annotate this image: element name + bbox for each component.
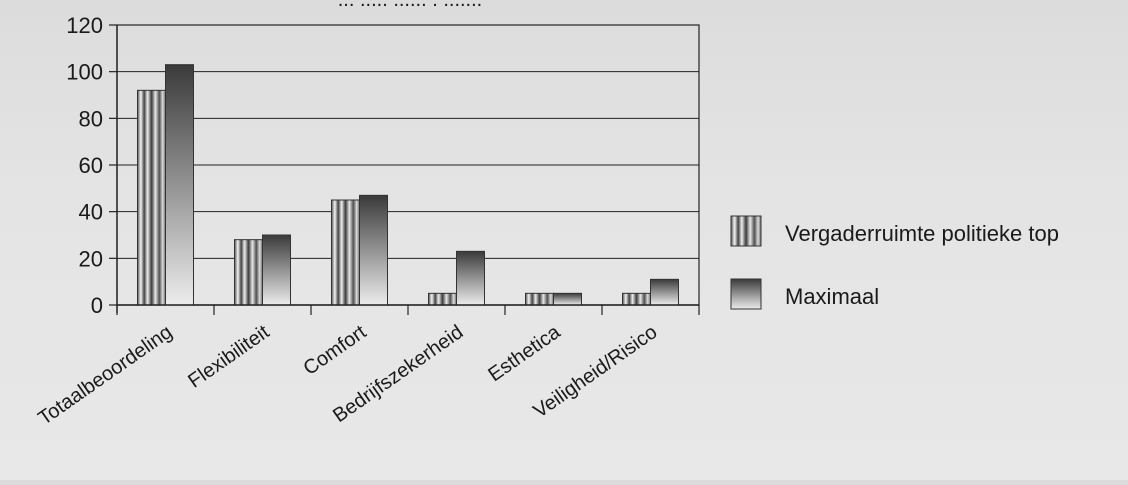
legend-swatch-vergaderruimte — [730, 215, 762, 247]
bar-maximaal-1 — [262, 234, 291, 306]
x-category-label: Comfort — [299, 321, 370, 380]
chart-title: ... ..... ...... . ....... — [338, 0, 482, 11]
legend-label: Maximaal — [785, 284, 879, 309]
x-category-label: Flexibiliteit — [184, 321, 273, 393]
bar-maximaal-4 — [553, 292, 582, 306]
legend-swatch-maximaal — [730, 278, 762, 310]
bar-vergaderruimte-2 — [331, 199, 360, 306]
bar-vergaderruimte-3 — [428, 292, 457, 306]
y-tick-label: 20 — [79, 246, 103, 271]
bar-vergaderruimte-0 — [137, 89, 166, 306]
y-tick-label: 120 — [66, 13, 103, 38]
bar-vergaderruimte-5 — [622, 292, 651, 306]
y-tick-label: 80 — [79, 106, 103, 131]
bar-vergaderruimte-4 — [525, 292, 554, 306]
x-category-label: Esthetica — [484, 321, 565, 387]
y-tick-label: 40 — [79, 200, 103, 225]
bar-maximaal-2 — [359, 194, 388, 306]
bar-vergaderruimte-1 — [234, 239, 263, 306]
bar-maximaal-3 — [456, 250, 485, 306]
bar-maximaal-0 — [165, 64, 194, 306]
legend-label: Vergaderruimte politieke top — [785, 221, 1059, 246]
bar-maximaal-5 — [650, 278, 679, 306]
y-tick-label: 100 — [66, 60, 103, 85]
x-category-label: Totaalbeoordeling — [34, 321, 176, 430]
y-tick-label: 60 — [79, 153, 103, 178]
y-tick-label: 0 — [91, 293, 103, 318]
